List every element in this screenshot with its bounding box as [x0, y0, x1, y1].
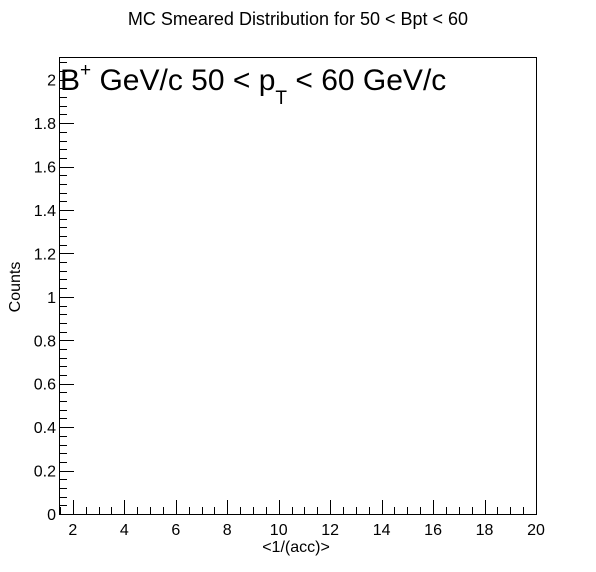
annotation-particle: B: [60, 64, 80, 97]
y-tick-label: 1.6: [34, 160, 56, 177]
y-tick-label: 1.4: [34, 203, 56, 220]
annotation-charge-superscript: +: [80, 60, 91, 81]
y-tick-label: 0.6: [34, 377, 56, 394]
y-tick-label: 0.2: [34, 464, 56, 481]
y-tick-label: 0.8: [34, 333, 56, 350]
x-axis-label: <1/(acc)>: [262, 539, 330, 556]
x-tick-label: 20: [527, 522, 545, 539]
x-tick-label: 12: [321, 522, 339, 539]
x-tick-label: 14: [373, 522, 391, 539]
x-tick-label: 4: [120, 522, 129, 539]
y-tick-label: 0.4: [34, 420, 56, 437]
y-tick-label: 1: [47, 290, 56, 307]
x-tick-label: 10: [270, 522, 288, 539]
y-axis-label: Counts: [7, 262, 24, 313]
x-tick-label: 2: [68, 522, 77, 539]
annotation-pt-upper: < 60 GeV/c: [287, 64, 446, 97]
annotation-pt-subscript: T: [275, 88, 287, 109]
x-tick-label: 8: [223, 522, 232, 539]
x-tick-label: 18: [476, 522, 494, 539]
y-tick-label: 1.8: [34, 116, 56, 133]
chart-title: MC Smeared Distribution for 50 < Bpt < 6…: [128, 9, 468, 29]
x-tick-label: 6: [171, 522, 180, 539]
annotation-pt-range: GeV/c 50 < p: [91, 64, 275, 97]
y-tick-label: 2: [47, 73, 56, 90]
x-tick-label: 16: [424, 522, 442, 539]
y-tick-label: 0: [47, 507, 56, 524]
y-tick-label: 1.2: [34, 246, 56, 263]
